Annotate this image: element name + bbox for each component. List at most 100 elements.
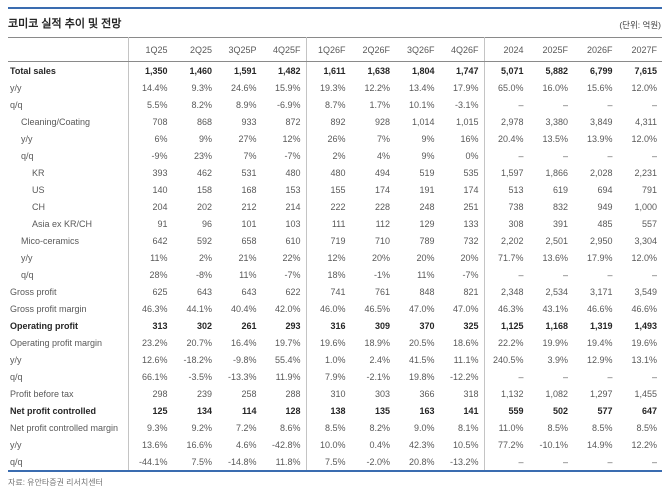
table-cell: 708 (152, 116, 168, 127)
table-cell: 41.5% (408, 354, 435, 365)
table-cell: 191 (419, 184, 435, 195)
table-cell: 1,611 (323, 65, 346, 76)
table-cell: 12% (261, 130, 307, 147)
table-cell: 13.6% (542, 252, 568, 263)
table-cell: 7% (376, 133, 390, 144)
table-cell: 5.5% (146, 99, 168, 110)
row-label: Cleaning/Coating (8, 113, 129, 130)
table-cell: 12.0% (631, 82, 657, 93)
table-cell: 155 (330, 184, 346, 195)
table-cell: 1,125 (500, 320, 524, 331)
table-cell: 1,000 (634, 201, 657, 212)
table-cell: 694 (597, 184, 613, 195)
table-cell: 325 (439, 317, 485, 334)
table-cell: 42.0% (261, 300, 307, 317)
table-body: Total sales 1,350 1,460 1,591 1,482 1,611 1,63… (8, 61, 662, 471)
table-cell: – (607, 99, 613, 110)
column-header: 3Q25P (217, 37, 262, 62)
table-cell: 7,615 (634, 65, 657, 76)
column-header: 2025F (528, 37, 573, 62)
table-cell: 140 (152, 184, 168, 195)
table-cell: 8.9% (235, 99, 257, 110)
table-cell: 1,597 (500, 167, 524, 178)
table-cell: 791 (641, 184, 657, 195)
table-cell: 16% (439, 130, 485, 147)
table-cell: 1.0% (324, 354, 346, 365)
table-cell: 625 (152, 286, 168, 297)
table-cell: 261 (241, 320, 257, 331)
table-cell: 8.5% (324, 422, 346, 433)
column-header: 2Q26F (350, 37, 395, 62)
table-cell: 8.5% (591, 422, 613, 433)
table-row: q/q -44.1% 7.5% -14.8% 11.8% 7.5% -2.0% 20.8% -1… (8, 453, 662, 471)
table-cell: – (562, 371, 568, 382)
header-row: 1Q25 2Q25 3Q25P 4Q25F 1Q26F 2Q26F 3Q26F 4Q26F 20… (8, 37, 662, 62)
table-cell: 12.9% (586, 354, 613, 365)
table-cell: 821 (439, 283, 485, 300)
table-cell: 19.7% (261, 334, 307, 351)
table-cell: 8.2% (191, 99, 212, 110)
table-cell: 370 (419, 320, 435, 331)
table-cell: 892 (330, 116, 346, 127)
table-cell: 19.9% (542, 337, 568, 348)
row-label: Total sales (8, 61, 129, 79)
row-label: Net profit controlled margin (8, 419, 129, 436)
table-cell: 310 (330, 388, 346, 399)
table-cell: 27% (238, 133, 257, 144)
table-cell: 1,350 (144, 65, 168, 76)
table-cell: 502 (552, 405, 568, 416)
table-cell: -13.2% (439, 453, 485, 471)
table-cell: 288 (261, 385, 307, 402)
table-cell: -42.8% (261, 436, 307, 453)
table-cell: 2,348 (500, 286, 524, 297)
table-cell: -6.9% (261, 96, 307, 113)
table-cell: -3.5% (188, 371, 212, 382)
table-cell: 298 (152, 388, 168, 399)
table-cell: 391 (552, 218, 568, 229)
table-cell: 513 (508, 184, 524, 195)
table-cell: 19.6% (631, 337, 657, 348)
table-cell: 212 (241, 201, 257, 212)
table-cell: 158 (196, 184, 212, 195)
table-cell: -13.3% (227, 371, 257, 382)
table-cell: 719 (330, 235, 346, 246)
table-cell: 1,014 (411, 116, 435, 127)
table-cell: 9% (421, 150, 435, 161)
table-cell: 9% (198, 133, 212, 144)
row-label: Net profit controlled (8, 402, 129, 419)
table-cell: – (562, 99, 568, 110)
table-cell: – (651, 99, 657, 110)
table-header-bar: 코미코 실적 추이 및 전망 (단위: 억원) (8, 9, 662, 37)
table-cell: 18% (327, 269, 346, 280)
table-cell: 18.9% (364, 337, 390, 348)
table-cell: 5,071 (500, 65, 524, 76)
table-cell: 1,297 (589, 388, 613, 399)
table-cell: 3.9% (547, 354, 568, 365)
table-cell: 28% (149, 269, 168, 280)
table-row: CH 204 202 212 214 222 228 248 251 738 832 949 1,000 (8, 198, 662, 215)
table-cell: 11% (239, 269, 257, 280)
table-cell: – (518, 456, 524, 467)
row-label: y/y (8, 436, 129, 453)
table-cell: 11% (150, 252, 168, 263)
table-row: Gross profit 625 643 643 622 741 761 848 821 2,34… (8, 283, 662, 300)
table-cell: 3,171 (589, 286, 613, 297)
table-cell: 1.7% (369, 99, 390, 110)
table-cell: -7% (439, 266, 485, 283)
table-cell: 643 (241, 286, 257, 297)
table-cell: 480 (261, 164, 307, 181)
row-label: q/q (8, 368, 129, 385)
table-cell: 4,311 (635, 116, 657, 127)
table-cell: 15.6% (586, 82, 613, 93)
table-cell: 309 (374, 320, 390, 331)
table-cell: -18.2% (183, 354, 212, 365)
table-cell: 1,455 (634, 388, 657, 399)
row-label: y/y (8, 130, 129, 147)
table-cell: 928 (374, 116, 390, 127)
table-cell: 153 (261, 181, 307, 198)
column-header: 2026F (573, 37, 618, 62)
table-cell: 103 (261, 215, 307, 232)
table-cell: 96 (201, 218, 212, 229)
table-cell: – (562, 150, 568, 161)
source-note: 자료: 유안타증권 리서치센터 (8, 478, 103, 487)
